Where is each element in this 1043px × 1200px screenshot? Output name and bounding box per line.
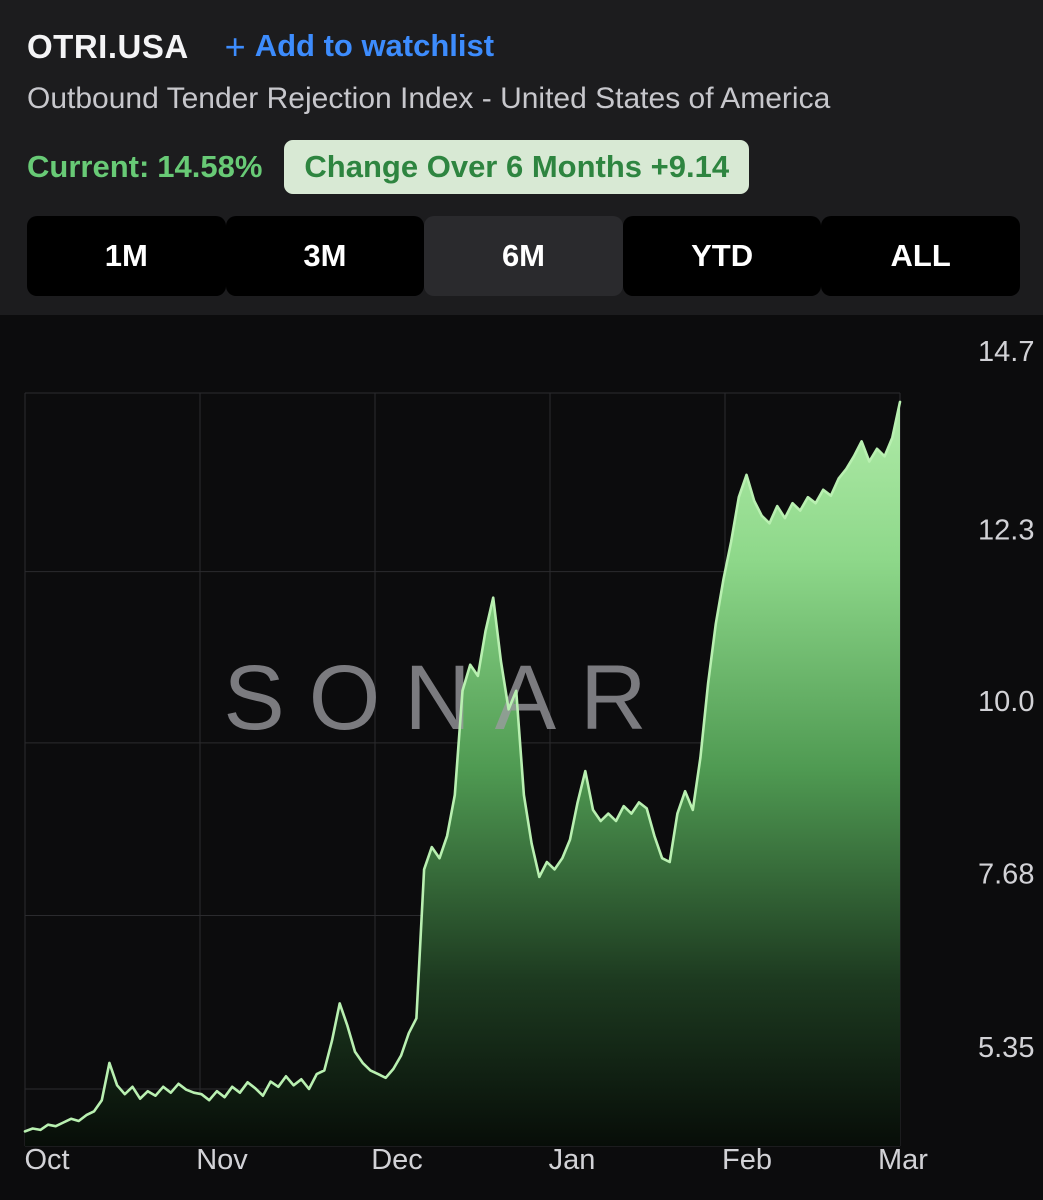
index-chart[interactable]: SONAR 14.7 12.3 10.0 7.68 5.35 Oct Nov Dec Jan Feb… xyxy=(0,315,1043,1200)
stats-row: Current: 14.58% Change Over 6 Months +9.1… xyxy=(27,140,1018,194)
current-label: Current: xyxy=(27,149,150,184)
area-fill xyxy=(25,401,900,1146)
range-button-1m[interactable]: 1M xyxy=(27,216,226,296)
x-tick-label: Oct xyxy=(24,1144,69,1176)
y-tick-label: 14.7 xyxy=(978,336,1034,368)
y-axis-labels: 14.7 12.3 10.0 7.68 5.35 xyxy=(978,336,1034,1064)
y-tick-label: 10.0 xyxy=(978,686,1034,718)
index-subtitle: Outbound Tender Rejection Index - United… xyxy=(27,82,831,115)
y-tick-label: 5.35 xyxy=(978,1032,1034,1064)
x-tick-label: Jan xyxy=(549,1144,596,1176)
range-button-3m[interactable]: 3M xyxy=(225,216,425,296)
range-button-6m[interactable]: 6M xyxy=(424,216,623,296)
x-tick-label: Feb xyxy=(722,1144,772,1176)
ticker-symbol: OTRI.USA xyxy=(27,28,189,65)
add-to-watchlist-button[interactable]: + Add to watchlist xyxy=(224,26,495,67)
sonar-watermark: SONAR xyxy=(223,647,670,749)
plus-icon: + xyxy=(224,26,246,67)
change-pill: Change Over 6 Months +9.14 xyxy=(284,140,750,194)
y-tick-label: 12.3 xyxy=(978,515,1034,547)
header: OTRI.USA + Add to watchlist Outbound Ten… xyxy=(0,0,1043,315)
x-tick-label: Nov xyxy=(196,1144,248,1176)
time-range-selector: 1M 3M 6M YTD ALL xyxy=(27,216,1020,296)
current-reading: Current: 14.58% xyxy=(27,149,262,185)
range-button-ytd[interactable]: YTD xyxy=(622,216,822,296)
add-to-watchlist-label: Add to watchlist xyxy=(254,28,495,63)
x-tick-label: Mar xyxy=(878,1144,928,1176)
range-button-all[interactable]: ALL xyxy=(821,216,1020,296)
current-value: 14.58% xyxy=(157,149,263,184)
title-row: OTRI.USA + Add to watchlist xyxy=(27,28,1018,66)
chart-area: SONAR 14.7 12.3 10.0 7.68 5.35 Oct Nov Dec Jan Feb… xyxy=(0,315,1043,1200)
index-line xyxy=(23,400,902,1133)
x-axis-labels: Oct Nov Dec Jan Feb Mar xyxy=(24,1144,928,1176)
y-tick-label: 7.68 xyxy=(978,859,1034,891)
x-tick-label: Dec xyxy=(371,1144,423,1176)
